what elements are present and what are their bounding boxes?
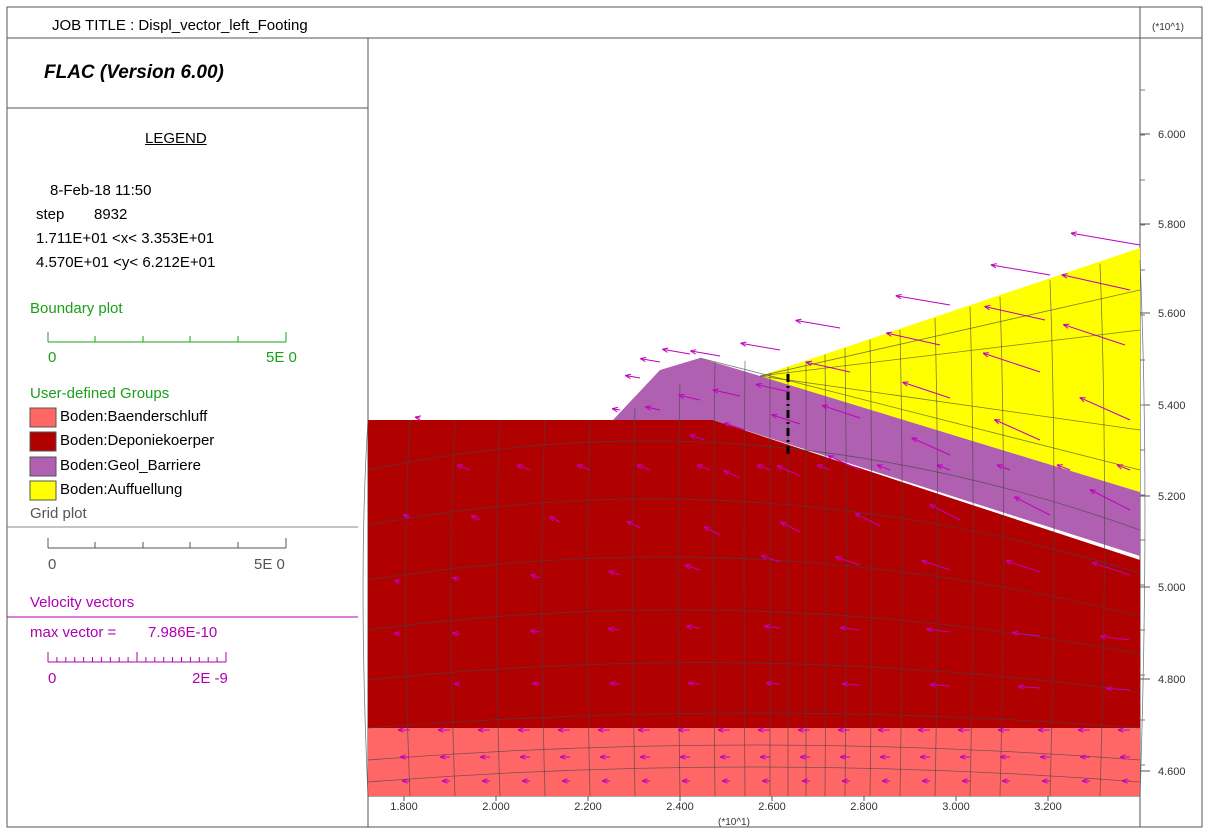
step-label: step [36, 206, 65, 223]
boundary-scale-max: 5E 0 [266, 349, 297, 366]
groups-label: User-defined Groups [30, 385, 170, 402]
outer-frame [6, 6, 1203, 828]
region-deponiekoerper [368, 420, 1140, 728]
x-tick-label: 3.200 [1034, 801, 1062, 813]
velocity-label: Velocity vectors [30, 594, 135, 611]
max-vector-value: 7.986E-10 [148, 624, 218, 641]
x-tick-label: 2.200 [574, 801, 602, 813]
region-baenderschluff [368, 728, 1140, 796]
boundary-scale-bar [47, 332, 287, 343]
velocity-scale-max: 2E -9 [192, 670, 228, 687]
velocity-scale-min: 0 [48, 670, 57, 687]
grid-scale-min: 0 [48, 556, 57, 573]
step-value: 8932 [94, 206, 128, 223]
y-tick-label: 5.000 [1158, 582, 1186, 594]
grid-scale-max: 5E 0 [254, 556, 285, 573]
legend-title: LEGEND [145, 130, 207, 147]
max-vector-label: max vector = [30, 624, 117, 641]
y-range: 4.570E+01 <y< 6.212E+01 [36, 254, 216, 271]
group-label-0: Boden:Baenderschluff [60, 408, 208, 425]
y-tick-label: 4.600 [1158, 766, 1186, 778]
grid-scale-bar [47, 538, 287, 549]
version-label: FLAC (Version 6.00) [44, 62, 224, 83]
group-swatch-3 [29, 480, 57, 501]
velocity-scale-bar [47, 652, 227, 663]
x-axis-multiplier: (*10^1) [718, 817, 750, 828]
y-tick-label: 5.800 [1158, 219, 1186, 231]
group-swatch-0 [29, 407, 57, 428]
boundary-scale-min: 0 [48, 349, 57, 366]
x-tick-label: 2.000 [482, 801, 510, 813]
group-label-3: Boden:Auffuellung [60, 481, 183, 498]
boundary-plot-label: Boundary plot [30, 300, 123, 317]
y-axis-ticks: 6.000 5.800 5.600 5.400 5.200 5.000 4.800 4.600 [1140, 89, 1186, 778]
y-tick-label: 5.600 [1158, 308, 1186, 320]
region-auffuellung [760, 248, 1140, 492]
group-swatch-1 [29, 431, 57, 452]
x-tick-label: 1.800 [390, 801, 418, 813]
grid-plot-label: Grid plot [30, 505, 87, 522]
x-range: 1.711E+01 <x< 3.353E+01 [36, 230, 215, 247]
x-tick-label: 2.800 [850, 801, 878, 813]
x-axis-ticks: 1.800 2.000 2.200 2.400 2.600 2.800 3.000 3.200 [390, 796, 1062, 813]
y-tick-label: 6.000 [1158, 129, 1186, 141]
y-tick-label: 5.400 [1158, 400, 1186, 412]
job-title: JOB TITLE : Displ_vector_left_Footing [52, 17, 308, 34]
group-label-1: Boden:Deponiekoerper [60, 432, 215, 449]
y-tick-label: 5.200 [1158, 491, 1186, 503]
group-swatch-2 [29, 456, 57, 477]
x-tick-label: 2.600 [758, 801, 786, 813]
y-tick-label: 4.800 [1158, 674, 1186, 686]
x-tick-label: 3.000 [942, 801, 970, 813]
x-tick-label: 2.400 [666, 801, 694, 813]
group-label-2: Boden:Geol_Barriere [60, 457, 201, 474]
y-axis-multiplier: (*10^1) [1152, 22, 1184, 33]
velocity-vectors [393, 231, 1141, 784]
plot-date: 8-Feb-18 11:50 [50, 182, 152, 199]
group-swatches [29, 407, 57, 501]
